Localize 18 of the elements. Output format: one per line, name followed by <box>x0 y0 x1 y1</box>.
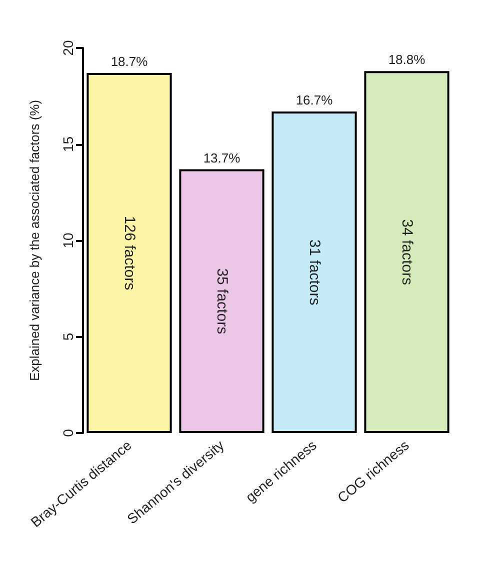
annotation: 35 factors <box>213 268 230 334</box>
data-label: 18.8% <box>388 52 426 68</box>
bar <box>364 71 450 433</box>
annotation: 126 factors <box>120 216 138 290</box>
y-tick-label: 20 <box>60 40 76 56</box>
y-axis-title: Explained variance by the associated factors (%) <box>27 100 42 382</box>
y-tick-label: 10 <box>60 232 76 248</box>
y-tick-label: 0 <box>60 428 76 437</box>
data-label: 16.7% <box>296 92 334 108</box>
annotation: 31 factors <box>306 239 323 306</box>
bar <box>86 73 172 433</box>
y-tick-label: 5 <box>60 332 76 341</box>
data-label: 18.7% <box>110 54 148 70</box>
y-tick-label: 15 <box>60 136 76 152</box>
bar <box>272 112 357 433</box>
data-label: 13.7% <box>203 150 241 166</box>
bar <box>179 169 264 433</box>
annotation: 34 factors <box>398 219 416 285</box>
